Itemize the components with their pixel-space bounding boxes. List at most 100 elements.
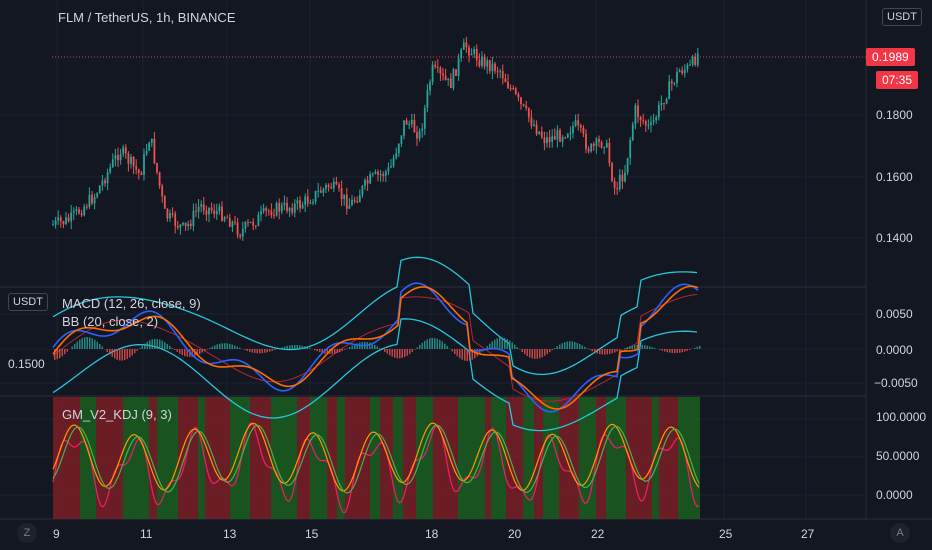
price-axis-label: 0.1400: [876, 231, 913, 245]
macd-histogram-bar: [626, 347, 628, 349]
candle-body: [192, 210, 195, 227]
candle-body: [501, 71, 504, 79]
candle-body: [686, 64, 689, 70]
candle-body: [231, 221, 234, 227]
candle-body: [137, 169, 140, 174]
candle-body: [319, 190, 322, 193]
candle-body: [59, 217, 62, 222]
macd-histogram-bar: [561, 343, 563, 349]
bb-legend[interactable]: BB (20, close, 2): [62, 314, 159, 329]
macd-histogram-bar: [246, 349, 248, 351]
macd-histogram-bar: [536, 349, 538, 359]
macd-histogram-bar: [581, 345, 583, 349]
candle-body: [241, 228, 244, 237]
signal-line: [52, 285, 699, 410]
candle-body: [335, 181, 338, 185]
macd-histogram-bar: [551, 349, 553, 351]
macd-histogram-bar: [419, 344, 421, 349]
candle-body: [600, 141, 603, 148]
candle-body: [197, 206, 200, 212]
macd-histogram-bar: [494, 339, 496, 349]
macd-histogram-bar: [239, 347, 241, 349]
candle-body: [364, 180, 366, 186]
macd-histogram-bar: [451, 349, 453, 352]
kdj-j-line: [52, 421, 700, 514]
candle-body: [83, 206, 86, 216]
candle-body: [278, 203, 281, 212]
macd-histogram-bar: [174, 349, 176, 350]
macd-histogram-bar: [309, 348, 311, 349]
candle-body: [504, 78, 507, 83]
candle-body: [184, 222, 187, 227]
candle-body: [200, 204, 203, 207]
candle-body: [140, 173, 143, 175]
macd-histogram-bar: [331, 349, 333, 355]
macd-histogram-bar: [296, 345, 298, 349]
candle-body: [325, 184, 327, 189]
candle-body: [270, 210, 273, 216]
time-axis-label: 27: [801, 527, 815, 541]
left-currency-button[interactable]: USDT: [8, 293, 48, 311]
candle-body: [252, 221, 255, 226]
macd-histogram-bar: [431, 337, 433, 349]
macd-histogram-bar: [501, 337, 503, 349]
candle-body: [371, 173, 374, 175]
candle-body: [221, 206, 223, 221]
candle-body: [655, 117, 658, 121]
candle-body: [91, 194, 93, 204]
kdj-legend[interactable]: GM_V2_KDJ (9, 3): [62, 407, 172, 422]
auto-scale-button[interactable]: A: [890, 523, 910, 543]
candle-body: [457, 58, 460, 76]
macd-histogram-bar: [429, 338, 431, 349]
macd-histogram-bar: [354, 344, 356, 349]
candle-body: [444, 75, 447, 80]
candle-body: [80, 213, 83, 216]
macd-histogram-bar: [139, 348, 141, 349]
macd-histogram-bar: [606, 349, 608, 355]
time-axis-label: 22: [591, 527, 605, 541]
macd-histogram-bar: [411, 349, 413, 352]
candle-body: [109, 166, 112, 173]
macd-histogram-bar: [129, 349, 131, 358]
macd-histogram-bar: [469, 349, 471, 361]
candle-body: [507, 82, 509, 89]
candle-body: [234, 221, 236, 223]
candle-body: [520, 97, 522, 105]
candle-body: [626, 157, 629, 173]
candle-body: [299, 200, 301, 209]
candle-body: [340, 188, 343, 199]
macd-histogram-bar: [376, 346, 378, 349]
macd-legend[interactable]: MACD (12, 26, close, 9): [62, 296, 201, 311]
currency-button[interactable]: USDT: [882, 8, 922, 26]
candle-body: [153, 138, 156, 164]
candle-body: [486, 60, 489, 67]
macd-histogram-bar: [586, 348, 588, 349]
candle-body: [566, 133, 569, 138]
candle-body: [577, 120, 580, 126]
candle-body: [621, 174, 624, 182]
macd-histogram-bar: [356, 343, 358, 349]
candle-body: [317, 190, 320, 192]
candle-body: [338, 184, 340, 189]
candle-body: [434, 64, 437, 67]
candle-body: [525, 105, 528, 109]
candle-body: [96, 193, 99, 197]
macd-histogram-bar: [291, 345, 293, 349]
macd-histogram-bar: [109, 349, 111, 355]
symbol-title[interactable]: FLM / TetherUS, 1h, BINANCE: [58, 10, 236, 25]
candle-body: [663, 102, 665, 104]
macd-histogram-bar: [266, 349, 268, 353]
macd-histogram-bar: [151, 339, 153, 349]
kdj-band: [327, 397, 337, 519]
candle-body: [499, 71, 502, 73]
zoom-reset-button[interactable]: Z: [17, 523, 37, 543]
macd-histogram-bar: [676, 349, 678, 354]
macd-histogram-bar: [214, 345, 216, 349]
candle-body: [387, 167, 390, 172]
macd-histogram-bar: [386, 349, 388, 354]
candle-body: [104, 180, 106, 184]
macd-histogram-bar: [199, 349, 201, 355]
macd-histogram-bar: [334, 349, 336, 354]
macd-histogram-bar: [564, 342, 566, 349]
